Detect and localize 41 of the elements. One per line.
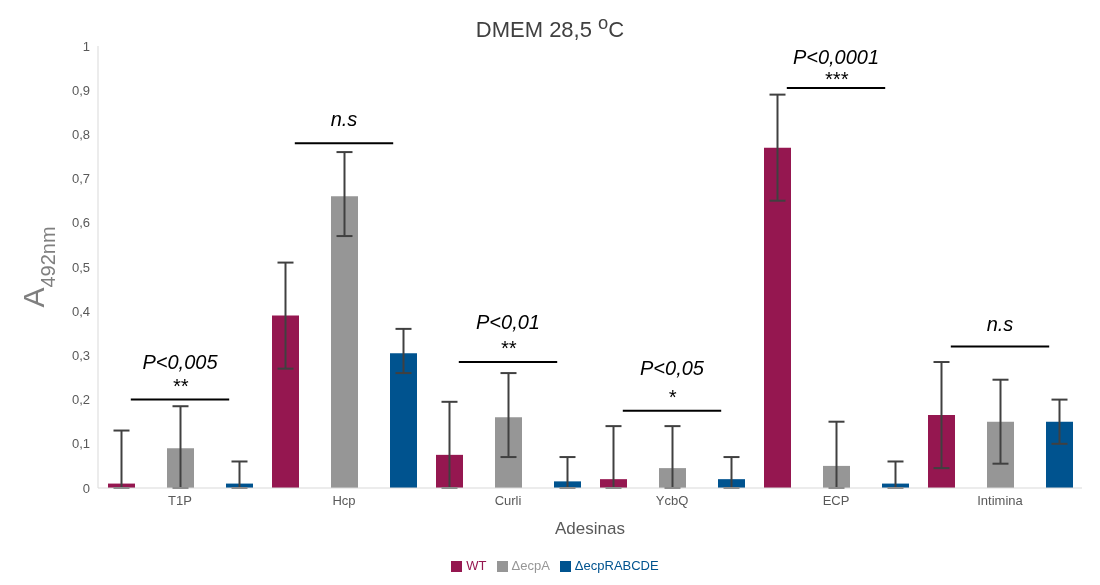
annotation: P<0,05 bbox=[640, 357, 705, 380]
x-tick-label: Hcp bbox=[332, 493, 356, 509]
legend-label: WT bbox=[466, 558, 487, 573]
annotation: P<0,0001 bbox=[792, 45, 880, 68]
y-tick-label: 0,6 bbox=[71, 215, 90, 231]
y-tick-label: 0,2 bbox=[71, 392, 90, 408]
y-tick-label: 0,8 bbox=[71, 127, 90, 143]
x-axis-title: Adesinas bbox=[555, 519, 625, 538]
x-tick-label: T1P bbox=[168, 493, 192, 509]
bar bbox=[987, 421, 1014, 488]
y-tick-label: 0,1 bbox=[71, 436, 90, 452]
chart-title: DMEM 28,5 $^{o}$C bbox=[474, 11, 626, 43]
y-tick-label: 0,3 bbox=[71, 348, 90, 364]
y-tick-label: 0,4 bbox=[71, 303, 90, 319]
x-tick-label: Intimina bbox=[977, 493, 1024, 509]
legend-label: ΔecpA bbox=[511, 558, 550, 573]
bar bbox=[764, 147, 791, 488]
bar bbox=[331, 196, 358, 488]
x-tick-label: ECP bbox=[822, 493, 850, 509]
bar bbox=[167, 448, 194, 488]
annotation: P<0,01 bbox=[476, 310, 540, 333]
annotation: ** bbox=[172, 374, 189, 397]
y-tick-label: 0,9 bbox=[71, 82, 90, 98]
y-tick-label: 1 bbox=[82, 38, 90, 54]
y-tick-label: 0,5 bbox=[71, 259, 90, 275]
bar bbox=[928, 415, 955, 488]
y-tick-label: 0 bbox=[82, 480, 90, 496]
bar bbox=[272, 315, 299, 488]
annotation: ** bbox=[500, 337, 517, 360]
bar bbox=[390, 353, 417, 488]
x-tick-label: YcbQ bbox=[655, 493, 689, 509]
annotation: P<0,005 bbox=[142, 350, 219, 373]
y-tick-label: 0,7 bbox=[71, 171, 90, 187]
bar bbox=[495, 417, 522, 488]
annotation: * bbox=[668, 386, 678, 409]
annotation: n.s bbox=[330, 107, 358, 130]
legend-label: ΔecpRABCDE bbox=[574, 558, 659, 573]
annotation: *** bbox=[824, 67, 849, 90]
x-tick-label: Curli bbox=[494, 493, 522, 509]
bar bbox=[1046, 421, 1073, 488]
annotation: n.s bbox=[986, 313, 1014, 336]
